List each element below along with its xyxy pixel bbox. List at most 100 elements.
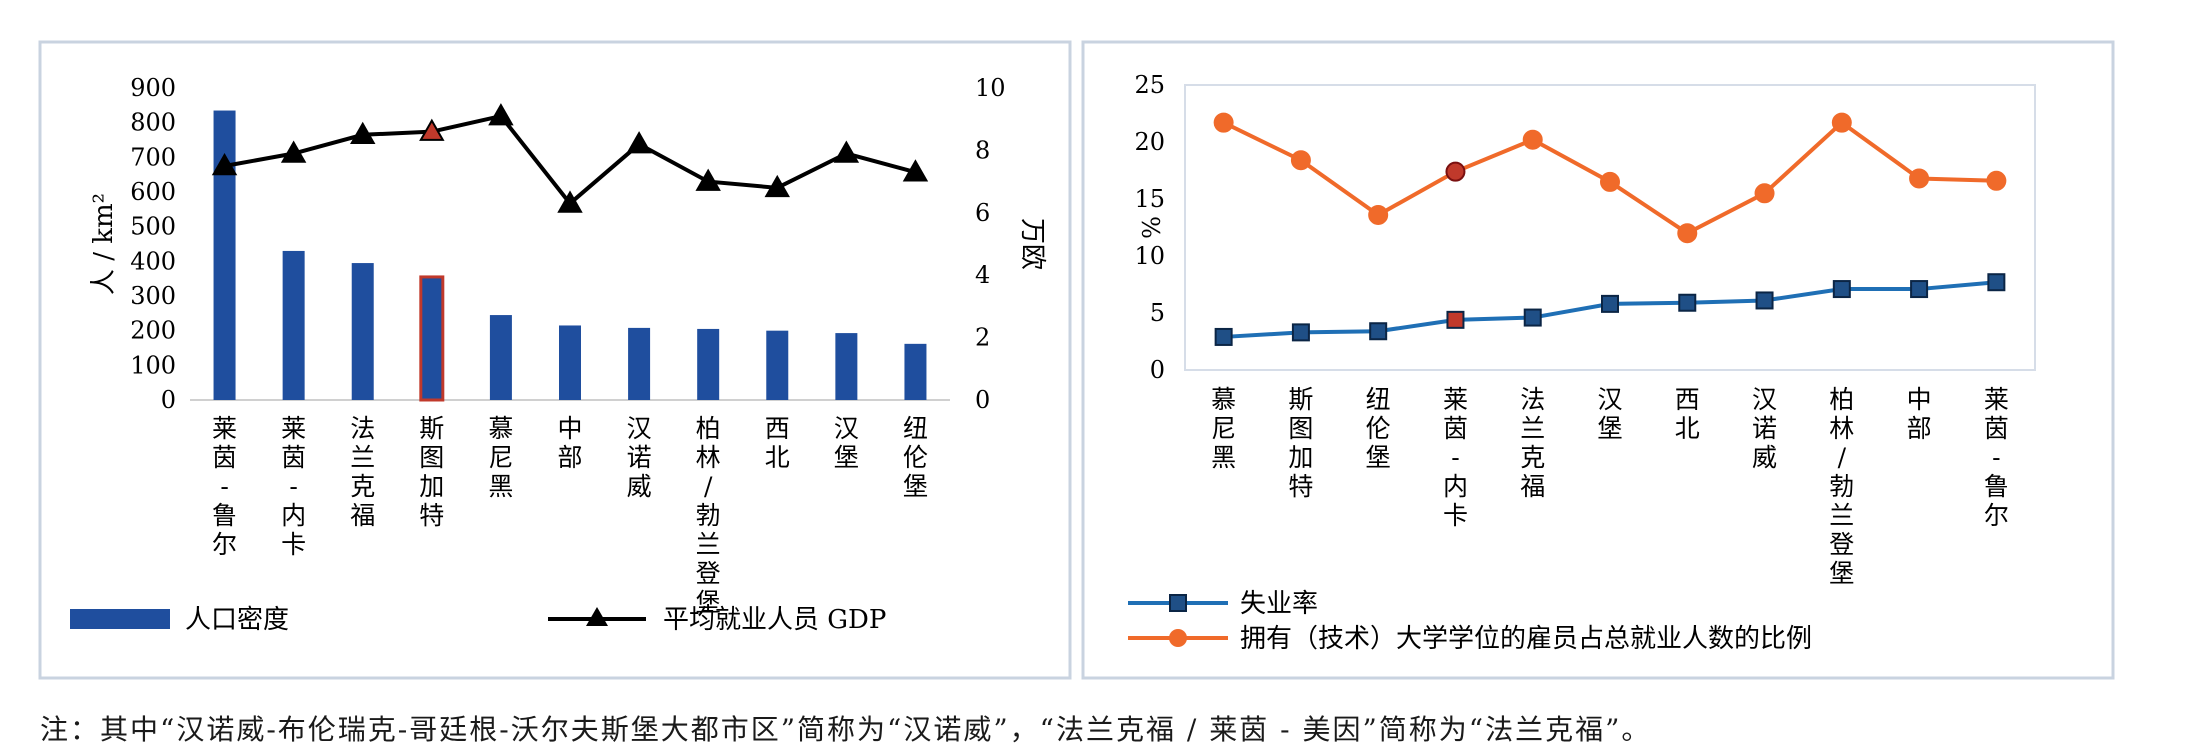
x-tick-label: 柏 — [696, 414, 721, 443]
x-tick-label: 汉 — [627, 414, 652, 443]
x-tick-label: 莱 — [281, 414, 306, 443]
x-tick-label: 加 — [419, 472, 444, 501]
x-tick-label: 斯 — [419, 414, 444, 443]
degree-share-point — [1213, 112, 1234, 133]
y-tick-label: 200 — [130, 317, 176, 345]
x-tick-label: 茵 — [1984, 414, 2009, 443]
x-tick-label: 汉 — [834, 414, 859, 443]
bar — [766, 330, 789, 400]
bar — [628, 327, 651, 400]
y-tick-label: 10 — [1134, 242, 1165, 270]
y-tick-label: 0 — [1150, 356, 1165, 384]
x-tick-label: 汉 — [1597, 385, 1622, 414]
x-tick-label: 兰 — [1829, 501, 1854, 530]
gdp-point — [695, 168, 721, 191]
x-tick-label: 黑 — [488, 472, 513, 501]
y2-tick-label: 6 — [975, 199, 990, 227]
degree-share-point — [1831, 112, 1852, 133]
x-tick-label: 柏 — [1829, 385, 1854, 414]
degree-share-point — [1986, 170, 2007, 191]
y-axis-label: % — [1138, 216, 1166, 239]
y-tick-label: 300 — [130, 282, 176, 310]
unemployment-point — [1523, 308, 1542, 327]
x-tick-label: 威 — [627, 472, 652, 501]
y2-tick-label: 4 — [975, 261, 990, 289]
x-tick-label: 莱 — [212, 414, 237, 443]
bar — [904, 343, 927, 400]
unemployment-point — [1910, 280, 1929, 299]
unemployment-point — [1291, 323, 1310, 342]
x-tick-label: 纽 — [903, 414, 928, 443]
y-tick-label: 20 — [1134, 128, 1165, 156]
degree-share-point — [1290, 150, 1311, 171]
x-tick-label: 法 — [1520, 385, 1545, 414]
x-tick-label: 伦 — [903, 443, 928, 472]
x-tick-label: 卡 — [1443, 501, 1468, 530]
panel-border — [1081, 40, 2115, 680]
x-tick-label: / — [704, 472, 713, 501]
y2-axis-label: 万欧 — [1017, 218, 1047, 270]
degree-share-point — [1754, 183, 1775, 204]
unemployment-point — [1755, 291, 1774, 310]
unemployment-point — [1214, 327, 1233, 346]
gdp-point — [211, 152, 238, 176]
x-tick-label: 克 — [350, 472, 375, 501]
bar — [489, 315, 512, 400]
x-tick-label: 部 — [557, 443, 582, 472]
x-tick-label: 克 — [1520, 443, 1545, 472]
gdp-point — [488, 103, 514, 126]
x-tick-label: 特 — [419, 501, 444, 530]
x-tick-label: 尼 — [1211, 414, 1236, 443]
x-tick-label: - — [1992, 443, 2000, 472]
x-tick-label: 林 — [696, 443, 721, 472]
gdp-point — [764, 174, 790, 198]
legend-marker-degree-share — [1169, 629, 1187, 647]
legend-label-bar: 人口密度 — [185, 605, 289, 635]
x-tick-label: 慕 — [488, 414, 513, 443]
x-tick-label: 堡 — [1597, 414, 1622, 443]
x-tick-label: 中 — [1907, 385, 1932, 414]
x-tick-label: 尔 — [212, 530, 237, 559]
legend-marker-unemployment — [1169, 594, 1187, 612]
x-tick-label: 鲁 — [212, 501, 237, 530]
x-tick-label: 西 — [1675, 385, 1700, 414]
x-tick-label: 茵 — [212, 443, 237, 472]
gdp-line — [224, 113, 916, 207]
panel-border — [38, 40, 1072, 680]
gdp-point — [419, 118, 445, 141]
x-tick-label: 威 — [1752, 443, 1777, 472]
footnote: 注：其中“汉诺威-布伦瑞克-哥廷根-沃尔夫斯堡大都市区”简称为“汉诺威”，“法兰… — [40, 713, 1652, 746]
x-tick-label: 中 — [557, 414, 582, 443]
y2-tick-label: 10 — [975, 74, 1006, 102]
x-tick-label: 堡 — [1366, 443, 1391, 472]
y-tick-label: 900 — [130, 74, 176, 102]
x-tick-label: 加 — [1288, 443, 1313, 472]
unemployment-point — [1832, 280, 1851, 299]
unemployment-point — [1678, 293, 1697, 312]
degree-share-point — [1368, 204, 1389, 225]
bar — [419, 275, 445, 402]
y-tick-label: 5 — [1150, 299, 1165, 327]
x-tick-label: / — [1838, 443, 1847, 472]
y2-tick-label: 2 — [975, 324, 990, 352]
legend-label-line: 平均就业人员 GDP — [663, 605, 886, 635]
x-tick-label: 尼 — [488, 443, 513, 472]
bar — [697, 328, 720, 400]
x-tick-label: 茵 — [281, 443, 306, 472]
x-tick-label: 黑 — [1211, 443, 1236, 472]
bar — [282, 250, 305, 400]
x-tick-label: 内 — [281, 501, 306, 530]
x-tick-label: 勃 — [1829, 472, 1854, 501]
x-tick-label: 特 — [1288, 472, 1313, 501]
x-tick-label: 兰 — [350, 443, 375, 472]
x-tick-label: 斯 — [1288, 385, 1313, 414]
x-tick-label: - — [1451, 443, 1459, 472]
y-tick-label: 15 — [1134, 185, 1165, 213]
x-tick-label: 堡 — [696, 588, 721, 617]
x-tick-label: 登 — [1829, 530, 1854, 559]
y-tick-label: 100 — [130, 351, 176, 379]
x-tick-label: 勃 — [696, 501, 721, 530]
x-tick-label: 福 — [350, 501, 375, 530]
gdp-point — [626, 131, 652, 154]
